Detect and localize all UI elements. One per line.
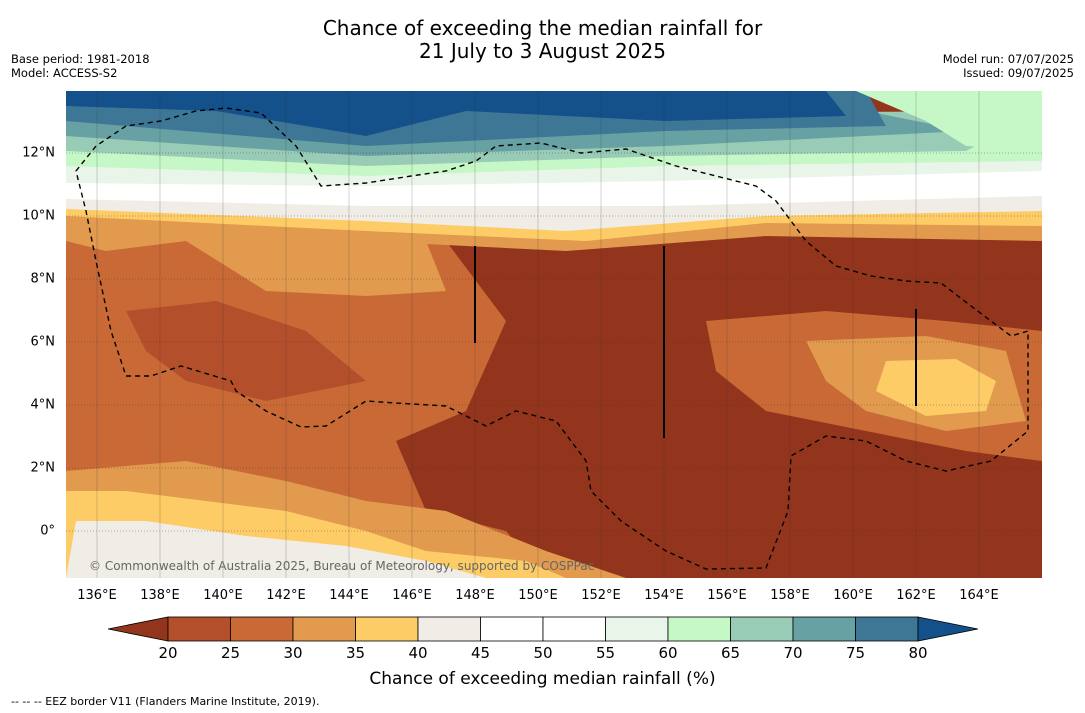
region-60-northeast <box>856 91 1042 151</box>
latitude-label: 4°N <box>30 397 56 413</box>
longitude-label: 164°E <box>959 588 999 603</box>
latitude-label: 10°N <box>22 208 55 224</box>
longitude-label: 142°E <box>266 588 306 603</box>
colorbar-segment <box>167 616 231 642</box>
longitude-label: 162°E <box>896 588 936 603</box>
colorbar-segment <box>355 616 419 642</box>
graticule <box>66 152 1042 532</box>
colorbar-tick-label: 75 <box>845 644 866 662</box>
model-run: Model run: 07/07/2025 <box>942 52 1074 66</box>
region-45-south <box>66 521 486 578</box>
copyright-notice: © Commonwealth of Australia 2025, Bureau… <box>89 559 595 573</box>
colorbar-tick-label: 55 <box>595 644 616 662</box>
colorbar-tick-label: 65 <box>720 644 741 662</box>
longitude-label: 140°E <box>203 588 243 603</box>
eez-legend-note: -- -- -- EEZ border V11 (Flanders Marine… <box>11 695 320 708</box>
latitude-label: 2°N <box>30 460 56 476</box>
eez-border <box>75 107 1029 570</box>
colorbar-tick-label: 30 <box>283 644 303 662</box>
colorbar-tick-label: 50 <box>533 644 553 662</box>
region-40-east <box>876 359 996 416</box>
region-80-band <box>66 91 846 136</box>
colorbar-title: Chance of exceeding median rainfall (%) <box>369 669 716 689</box>
longitude-label: 150°E <box>518 588 558 603</box>
colorbar-extend-high <box>917 616 978 642</box>
meridians <box>96 91 980 578</box>
longitude-label: 148°E <box>455 588 495 603</box>
longitude-label: 158°E <box>770 588 810 603</box>
colorbar-segment <box>605 616 669 642</box>
base-period: Base period: 1981-2018 <box>11 52 150 66</box>
colorbar-segment <box>667 616 731 642</box>
longitude-label: 144°E <box>329 588 369 603</box>
colorbar-segment <box>417 616 481 642</box>
meta-right: Model run: 07/07/2025 Issued: 09/07/2025 <box>943 52 1074 80</box>
colorbar-tick-label: 80 <box>908 644 928 662</box>
colorbar-segment <box>480 616 544 642</box>
colorbar-segment <box>292 616 356 642</box>
colorbar-segment <box>855 616 919 642</box>
rainfall-map[interactable] <box>66 91 1042 578</box>
longitude-label: 154°E <box>644 588 684 603</box>
colorbar <box>108 616 978 642</box>
model-name: Model: ACCESS-S2 <box>11 66 118 80</box>
region-25-west <box>126 301 366 401</box>
colorbar-tick-label: 45 <box>470 644 491 662</box>
colorbar-segment <box>230 616 294 642</box>
colorbar-segment <box>792 616 856 642</box>
map-title-line2: 21 July to 3 August 2025 <box>419 39 666 63</box>
latitude-label: 12°N <box>22 145 55 161</box>
latitude-label: 0° <box>40 523 55 539</box>
rainfall-map-svg <box>66 91 1042 578</box>
longitude-label: 152°E <box>581 588 621 603</box>
colorbar-tick-label: 70 <box>783 644 803 662</box>
meta-left: Base period: 1981-2018 Model: ACCESS-S2 <box>11 52 150 80</box>
map-title-line1: Chance of exceeding the median rainfall … <box>322 16 763 40</box>
latitude-label: 8°N <box>30 271 56 287</box>
colorbar-tick-label: 60 <box>658 644 678 662</box>
longitude-label: 156°E <box>707 588 747 603</box>
latitude-label: 6°N <box>30 334 56 350</box>
longitude-label: 146°E <box>392 588 432 603</box>
issued-date: Issued: 09/07/2025 <box>963 66 1074 80</box>
colorbar-tick-label: 25 <box>220 644 241 662</box>
longitude-label: 136°E <box>77 588 117 603</box>
colorbar-tick-label: 35 <box>345 644 366 662</box>
colorbar-tick-label: 40 <box>408 644 428 662</box>
longitude-label: 160°E <box>833 588 873 603</box>
colorbar-segment <box>730 616 794 642</box>
colorbar-segment <box>542 616 606 642</box>
colorbar-tick-label: 20 <box>158 644 178 662</box>
colorbar-extend-low <box>108 616 169 642</box>
longitude-label: 138°E <box>140 588 180 603</box>
